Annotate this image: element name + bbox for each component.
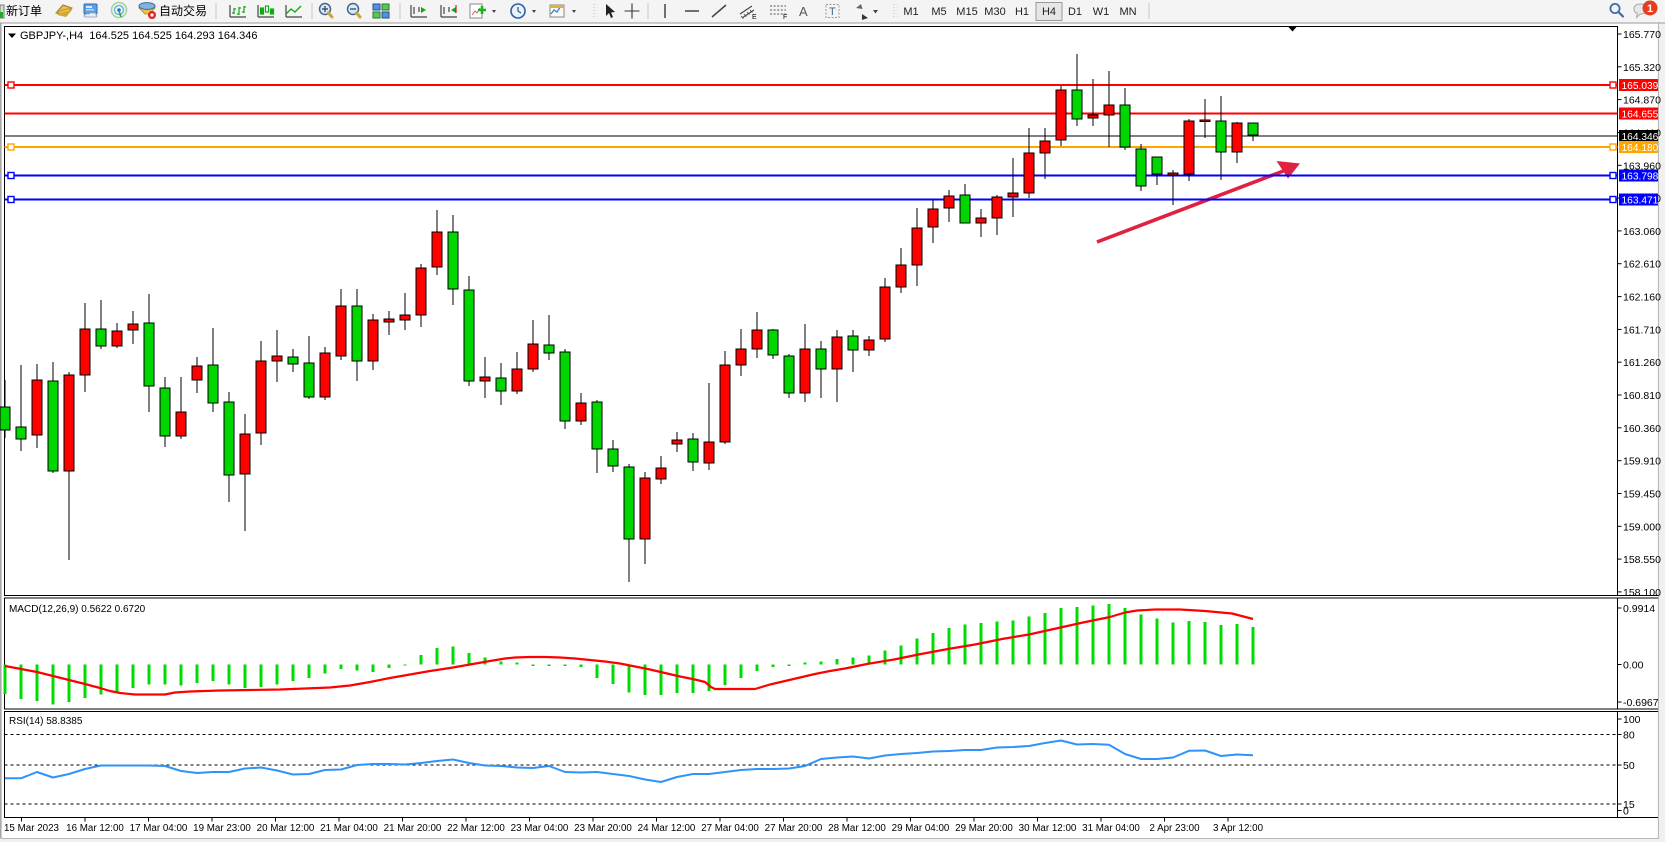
- svg-text:M30: M30: [984, 6, 1005, 18]
- svg-text:158.550: 158.550: [1623, 554, 1661, 566]
- svg-text:15: 15: [1623, 799, 1635, 811]
- svg-text:新订单: 新订单: [6, 3, 42, 18]
- svg-text:164.870: 164.870: [1623, 95, 1661, 107]
- svg-text:23 Mar 04:00: 23 Mar 04:00: [511, 823, 569, 834]
- svg-text:158.100: 158.100: [1623, 587, 1661, 599]
- svg-text:80: 80: [1623, 730, 1635, 742]
- svg-text:160.360: 160.360: [1623, 423, 1661, 435]
- svg-text:161.710: 161.710: [1623, 324, 1661, 336]
- svg-text:21 Mar 04:00: 21 Mar 04:00: [320, 823, 378, 834]
- svg-text:165.039: 165.039: [1622, 81, 1659, 92]
- svg-text:H1: H1: [1015, 6, 1029, 18]
- svg-text:29 Mar 04:00: 29 Mar 04:00: [892, 823, 950, 834]
- svg-text:162.160: 162.160: [1623, 292, 1661, 304]
- svg-text:163.471: 163.471: [1622, 196, 1659, 207]
- svg-text:GBPJPY-,H4 164.525 164.525 16: GBPJPY-,H4 164.525 164.525 164.293 164.3…: [20, 30, 258, 42]
- svg-text:160.810: 160.810: [1623, 390, 1661, 402]
- svg-text:16 Mar 12:00: 16 Mar 12:00: [66, 823, 124, 834]
- svg-text:0: 0: [1623, 806, 1629, 818]
- svg-text:H4: H4: [1042, 6, 1056, 18]
- svg-text:164.180: 164.180: [1622, 143, 1659, 154]
- svg-text:159.000: 159.000: [1623, 521, 1661, 533]
- svg-text:0.00: 0.00: [1623, 660, 1644, 672]
- svg-text:30 Mar 12:00: 30 Mar 12:00: [1019, 823, 1077, 834]
- svg-text:自动交易: 自动交易: [159, 3, 207, 18]
- svg-text:MACD(12,26,9) 0.5622 0.6720: MACD(12,26,9) 0.5622 0.6720: [9, 604, 146, 615]
- svg-text:31 Mar 04:00: 31 Mar 04:00: [1082, 823, 1140, 834]
- svg-text:17 Mar 04:00: 17 Mar 04:00: [130, 823, 188, 834]
- svg-text:1: 1: [1647, 3, 1653, 15]
- svg-text:165.320: 165.320: [1623, 62, 1661, 74]
- svg-text:100: 100: [1623, 714, 1641, 726]
- svg-text:165.770: 165.770: [1623, 29, 1661, 41]
- svg-text:163.060: 163.060: [1623, 226, 1661, 238]
- svg-text:159.450: 159.450: [1623, 489, 1661, 501]
- svg-text:24 Mar 12:00: 24 Mar 12:00: [638, 823, 696, 834]
- svg-text:F: F: [783, 14, 787, 21]
- svg-text:3 Apr 12:00: 3 Apr 12:00: [1213, 823, 1264, 834]
- svg-text:28 Mar 12:00: 28 Mar 12:00: [828, 823, 886, 834]
- svg-text:163.798: 163.798: [1622, 172, 1659, 183]
- svg-text:21 Mar 20:00: 21 Mar 20:00: [384, 823, 442, 834]
- svg-text:163.960: 163.960: [1623, 160, 1661, 172]
- svg-text:RSI(14) 58.8385: RSI(14) 58.8385: [9, 716, 83, 727]
- svg-text:D1: D1: [1068, 6, 1082, 18]
- svg-text:161.260: 161.260: [1623, 357, 1661, 369]
- svg-text:162.610: 162.610: [1623, 259, 1661, 271]
- svg-text:20 Mar 12:00: 20 Mar 12:00: [257, 823, 315, 834]
- svg-text:19 Mar 23:00: 19 Mar 23:00: [193, 823, 251, 834]
- svg-text:22 Mar 12:00: 22 Mar 12:00: [447, 823, 505, 834]
- svg-text:2 Apr 23:00: 2 Apr 23:00: [1149, 823, 1200, 834]
- svg-text:27 Mar 04:00: 27 Mar 04:00: [701, 823, 759, 834]
- svg-text:50: 50: [1623, 760, 1635, 772]
- svg-text:159.910: 159.910: [1623, 456, 1661, 468]
- svg-text:29 Mar 20:00: 29 Mar 20:00: [955, 823, 1013, 834]
- svg-text:T: T: [829, 6, 836, 18]
- svg-text:164.655: 164.655: [1622, 110, 1659, 121]
- svg-text:E: E: [752, 14, 757, 21]
- svg-text:15 Mar 2023: 15 Mar 2023: [4, 823, 60, 834]
- svg-text:M15: M15: [956, 6, 977, 18]
- svg-text:-0.6967: -0.6967: [1623, 697, 1659, 709]
- svg-text:W1: W1: [1093, 6, 1110, 18]
- svg-text:MN: MN: [1119, 6, 1136, 18]
- svg-text:M5: M5: [931, 6, 946, 18]
- svg-text:M1: M1: [903, 6, 918, 18]
- svg-text:27 Mar 20:00: 27 Mar 20:00: [765, 823, 823, 834]
- svg-text:A: A: [799, 4, 808, 19]
- svg-text:23 Mar 20:00: 23 Mar 20:00: [574, 823, 632, 834]
- svg-text:0.9914: 0.9914: [1623, 603, 1655, 615]
- svg-text:164.346: 164.346: [1622, 132, 1659, 143]
